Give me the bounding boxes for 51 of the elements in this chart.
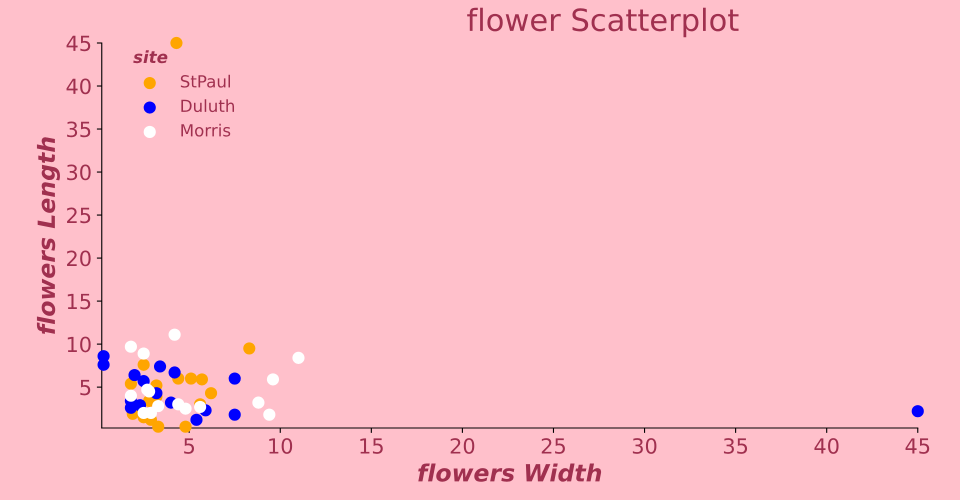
x-tick-label: 15	[360, 438, 383, 454]
y-tick-label: 40	[66, 78, 91, 94]
point	[252, 396, 264, 409]
point	[124, 340, 137, 353]
point	[190, 414, 203, 426]
legend-title: site	[133, 50, 168, 64]
point	[266, 373, 280, 386]
point	[179, 420, 192, 433]
chart-title: flower Scatterplot	[467, 8, 739, 38]
legend-label: Morris	[181, 124, 230, 137]
point	[196, 373, 208, 386]
point	[168, 366, 181, 379]
point	[292, 352, 305, 364]
point	[912, 405, 924, 418]
point	[154, 360, 166, 373]
x-axis-title: flowers Width	[418, 463, 602, 482]
point	[138, 348, 150, 360]
point	[152, 400, 164, 412]
y-tick-label: 30	[67, 164, 91, 180]
point	[263, 408, 276, 421]
y-tick-label: 25	[67, 208, 90, 224]
legend-label: StPaul	[180, 74, 230, 88]
x-tick-label: 40	[814, 438, 839, 454]
point	[128, 369, 141, 382]
point	[194, 400, 206, 413]
point	[228, 408, 241, 421]
point	[138, 358, 150, 371]
point	[170, 36, 183, 50]
x-tick-label: 45	[906, 438, 930, 454]
y-tick-label: 10	[68, 336, 91, 352]
y-tick-label: 20	[67, 250, 91, 266]
point	[179, 402, 192, 415]
point	[124, 390, 137, 402]
point	[228, 372, 241, 385]
point	[152, 420, 164, 433]
point	[243, 342, 256, 354]
point	[204, 387, 218, 400]
y-tick-label: 5	[80, 380, 90, 396]
x-tick-label: 5	[184, 438, 194, 454]
x-tick-label: 35	[724, 438, 748, 454]
point	[184, 372, 198, 385]
legend-label: Duluth	[181, 99, 234, 112]
y-tick-label: 35	[67, 121, 90, 138]
point	[168, 328, 181, 341]
x-tick-label: 30	[632, 438, 656, 454]
y-axis-title: flowers Length	[36, 137, 60, 334]
x-tick-label: 25	[542, 438, 565, 454]
x-tick-label: 20	[450, 438, 474, 454]
y-tick-label: 45	[66, 36, 90, 52]
x-tick-label: 10	[269, 438, 292, 454]
y-tick-label: 15	[68, 294, 90, 310]
